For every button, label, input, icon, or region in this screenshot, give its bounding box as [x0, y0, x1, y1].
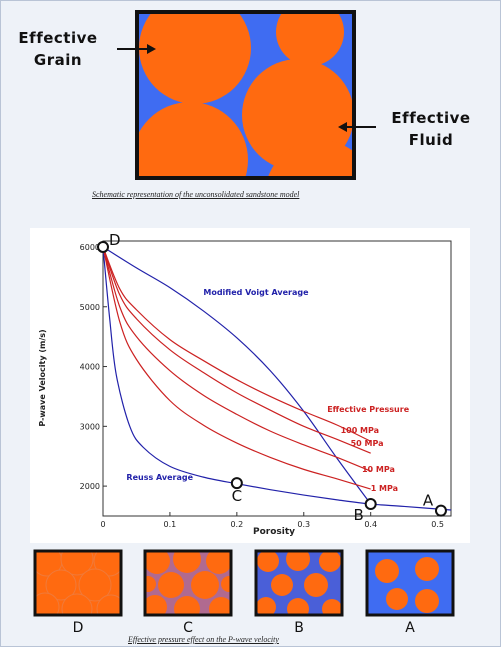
thumbnail-label-d: D: [72, 620, 84, 636]
point-marker-b: [364, 498, 377, 511]
series-line-modified-voigt-average: [102, 246, 372, 505]
effective-pressure-title: Effective Pressure: [327, 405, 410, 414]
pressure-label-50-mpa: 50 MPa: [351, 439, 384, 448]
pressure-label-1-mpa: 1 MPa: [371, 484, 398, 493]
x-tick-label: 0.2: [230, 520, 243, 529]
y-tick-label: 2000: [80, 482, 100, 491]
effective-grain-label: Effective Grain: [18, 29, 98, 69]
point-label-c: C: [232, 487, 242, 505]
fluid-arrow-icon: [338, 122, 376, 132]
thumbnails-caption: Effective pressure effect on the P-wave …: [128, 635, 279, 644]
y-tick-label: 3000: [80, 422, 100, 431]
reuss-average-label: Reuss Average: [126, 473, 193, 482]
y-axis-label: P-wave Velocity (m/s): [38, 329, 47, 426]
schematic-grain-model: [135, 10, 356, 180]
point-label-b: B: [354, 506, 364, 524]
x-tick-label: 0.1: [164, 520, 177, 529]
thumbnail-label-b: B: [294, 620, 304, 636]
thumbnail-d: [33, 549, 123, 617]
x-axis-label: Porosity: [253, 527, 295, 537]
point-label-a: A: [423, 492, 434, 510]
pressure-label-100-mpa: 100 MPa: [341, 426, 380, 435]
pressure-label-10-mpa: 10 MPa: [362, 465, 395, 474]
point-label-d: D: [109, 231, 121, 249]
thumbnail-a: [365, 549, 455, 617]
y-tick-label: 5000: [80, 303, 100, 312]
point-marker-d: [97, 240, 109, 253]
series-line-50-mpa: [102, 246, 371, 454]
point-marker-c: [230, 477, 243, 490]
x-tick-label: 0.5: [431, 520, 444, 529]
schematic-caption: Schematic representation of the unconsol…: [92, 190, 300, 199]
series-line-100-mpa: [102, 246, 371, 442]
series-line-10-mpa: [102, 246, 371, 472]
plot-area: [102, 240, 452, 517]
grain-arrow-icon: [117, 44, 156, 54]
x-tick-label: 0.3: [297, 520, 310, 529]
thumbnail-c: [143, 549, 233, 617]
thumbnail-b: [254, 549, 344, 617]
point-marker-a: [434, 504, 447, 517]
x-tick-label: 0: [100, 520, 105, 529]
thumbnail-label-a: A: [405, 620, 415, 636]
y-tick-label: 4000: [80, 363, 100, 372]
voigt-average-label: Modified Voigt Average: [203, 288, 309, 297]
x-tick-label: 0.4: [364, 520, 377, 529]
thumbnail-label-c: C: [183, 620, 193, 636]
y-tick-label: 6000: [80, 243, 100, 252]
pwave-velocity-chart: 0 0.1 0.2 0.3 0.4 0.5 2000 3000 4000 5000 6000 Mod…: [30, 228, 470, 543]
series-line-1-mpa: [102, 246, 371, 490]
effective-fluid-label: Effective Fluid: [391, 109, 471, 149]
